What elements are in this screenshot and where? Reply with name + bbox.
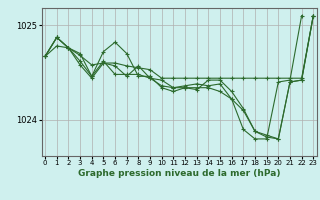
X-axis label: Graphe pression niveau de la mer (hPa): Graphe pression niveau de la mer (hPa) xyxy=(78,169,280,178)
